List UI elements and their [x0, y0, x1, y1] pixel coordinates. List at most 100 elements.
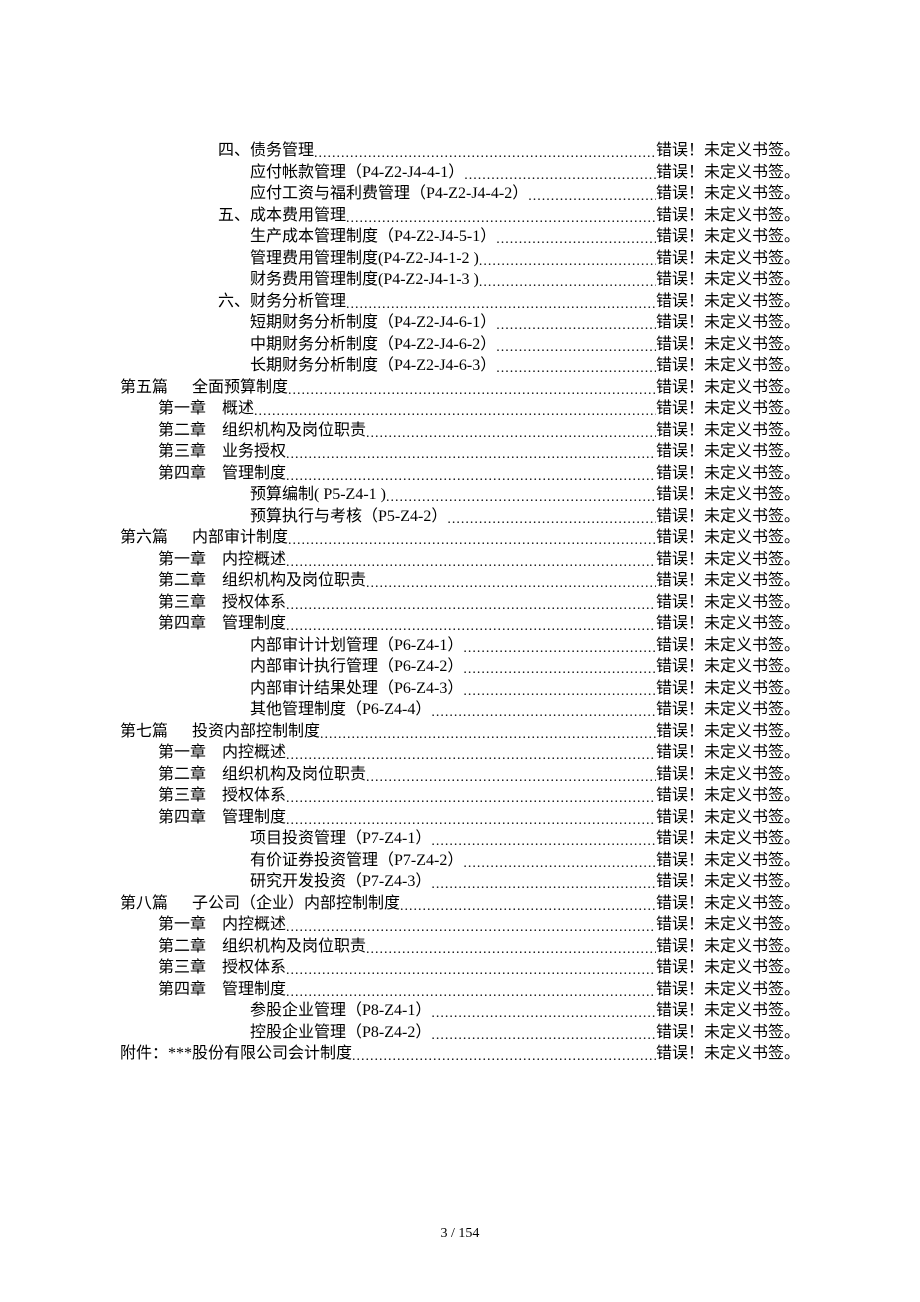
toc-entry-label: 六、 — [218, 291, 250, 313]
toc-entry: 其他管理制度（P6-Z4-4）错误！未定义书签。 — [120, 699, 800, 721]
toc-bookmark-text: 未定义书签。 — [704, 635, 800, 657]
toc-error-text: 错误！ — [656, 140, 704, 162]
toc-error-text: 错误！ — [656, 699, 704, 721]
toc-leader-dots — [286, 810, 656, 832]
toc-entry-label: 第六篇 — [120, 527, 192, 549]
toc-leader-dots — [288, 380, 656, 402]
toc-entry-title: 财务费用管理制度(P4-Z2-J4-1-3 ) — [250, 269, 479, 291]
toc-entry-title: 授权体系 — [222, 957, 286, 979]
toc-entry-label: 第三章 — [158, 785, 222, 807]
toc-bookmark-text: 未定义书签。 — [704, 742, 800, 764]
toc-bookmark-text: 未定义书签。 — [704, 226, 800, 248]
toc-leader-dots — [463, 659, 656, 681]
toc-entry-title: 组织机构及岗位职责 — [222, 936, 366, 958]
toc-error-text: 错误！ — [656, 570, 704, 592]
toc-error-text: 错误！ — [656, 334, 704, 356]
toc-error-text: 错误！ — [656, 269, 704, 291]
toc-leader-dots — [496, 358, 656, 380]
toc-error-text: 错误！ — [656, 463, 704, 485]
toc-entry-label: 第二章 — [158, 936, 222, 958]
toc-bookmark-text: 未定义书签。 — [704, 1043, 800, 1065]
toc-error-text: 错误！ — [656, 291, 704, 313]
toc-entry-title: 全面预算制度 — [192, 377, 288, 399]
toc-bookmark-text: 未定义书签。 — [704, 678, 800, 700]
toc-bookmark-text: 未定义书签。 — [704, 183, 800, 205]
toc-leader-dots — [479, 251, 656, 273]
toc-leader-dots — [431, 1003, 656, 1025]
toc-error-text: 错误！ — [656, 914, 704, 936]
toc-entry: 第四章 管理制度错误！未定义书签。 — [120, 463, 800, 485]
toc-entry: 短期财务分析制度（P4-Z2-J4-6-1）错误！未定义书签。 — [120, 312, 800, 334]
toc-entry-title: 内部审计计划管理（P6-Z4-1） — [250, 635, 463, 657]
toc-bookmark-text: 未定义书签。 — [704, 785, 800, 807]
toc-error-text: 错误！ — [656, 785, 704, 807]
toc-entry: 第五篇 全面预算制度错误！未定义书签。 — [120, 377, 800, 399]
toc-bookmark-text: 未定义书签。 — [704, 893, 800, 915]
toc-entry-title: 管理制度 — [222, 463, 286, 485]
toc-entry-label: 第一章 — [158, 742, 222, 764]
toc-entry-title: 预算执行与考核（P5-Z4-2） — [250, 506, 447, 528]
toc-entry: 项目投资管理（P7-Z4-1）错误！未定义书签。 — [120, 828, 800, 850]
toc-leader-dots — [286, 595, 656, 617]
toc-entry-label: 第四章 — [158, 807, 222, 829]
toc-leader-dots — [352, 1046, 656, 1068]
toc-entry-title: 内控概述 — [222, 914, 286, 936]
toc-error-text: 错误！ — [656, 979, 704, 1001]
toc-error-text: 错误！ — [656, 850, 704, 872]
toc-bookmark-text: 未定义书签。 — [704, 527, 800, 549]
toc-error-text: 错误！ — [656, 1043, 704, 1065]
toc-entry: 预算执行与考核（P5-Z4-2）错误！未定义书签。 — [120, 506, 800, 528]
toc-leader-dots — [528, 186, 656, 208]
toc-entry: 应付工资与福利费管理（P4-Z2-J4-4-2）错误！未定义书签。 — [120, 183, 800, 205]
toc-entry-label: 第五篇 — [120, 377, 192, 399]
toc-bookmark-text: 未定义书签。 — [704, 570, 800, 592]
toc-leader-dots — [286, 960, 656, 982]
toc-entry-title: 生产成本管理制度（P4-Z2-J4-5-1） — [250, 226, 496, 248]
toc-entry-title: 授权体系 — [222, 785, 286, 807]
toc-entry: 财务费用管理制度(P4-Z2-J4-1-3 )错误！未定义书签。 — [120, 269, 800, 291]
toc-entry: 第一章 内控概述错误！未定义书签。 — [120, 914, 800, 936]
toc-leader-dots — [496, 337, 656, 359]
toc-entry-title: 组织机构及岗位职责 — [222, 764, 366, 786]
toc-leader-dots — [286, 982, 656, 1004]
toc-bookmark-text: 未定义书签。 — [704, 1022, 800, 1044]
toc-leader-dots — [366, 767, 656, 789]
toc-error-text: 错误！ — [656, 377, 704, 399]
toc-error-text: 错误！ — [656, 398, 704, 420]
toc-leader-dots — [496, 229, 656, 251]
toc-leader-dots — [464, 165, 656, 187]
toc-entry: 生产成本管理制度（P4-Z2-J4-5-1）错误！未定义书签。 — [120, 226, 800, 248]
toc-entry-title: 应付工资与福利费管理（P4-Z2-J4-4-2） — [250, 183, 528, 205]
toc-error-text: 错误！ — [656, 162, 704, 184]
toc-leader-dots — [314, 143, 656, 165]
toc-entry: 内部审计计划管理（P6-Z4-1）错误！未定义书签。 — [120, 635, 800, 657]
toc-leader-dots — [366, 939, 656, 961]
toc-entry: 第一章 内控概述错误！未定义书签。 — [120, 549, 800, 571]
toc-bookmark-text: 未定义书签。 — [704, 871, 800, 893]
toc-bookmark-text: 未定义书签。 — [704, 592, 800, 614]
toc-entry: 第二章 组织机构及岗位职责错误！未定义书签。 — [120, 764, 800, 786]
toc-entry-title: 长期财务分析制度（P4-Z2-J4-6-3） — [250, 355, 496, 377]
toc-error-text: 错误！ — [656, 807, 704, 829]
toc-entry-title: 管理制度 — [222, 613, 286, 635]
toc-leader-dots — [286, 616, 656, 638]
toc-entry-title: 内部审计结果处理（P6-Z4-3） — [250, 678, 463, 700]
toc-entry: 四、债务管理错误！未定义书签。 — [120, 140, 800, 162]
toc-entry-label: 第一章 — [158, 914, 222, 936]
toc-bookmark-text: 未定义书签。 — [704, 506, 800, 528]
toc-entry-title: 业务授权 — [222, 441, 286, 463]
toc-entry: 内部审计结果处理（P6-Z4-3）错误！未定义书签。 — [120, 678, 800, 700]
toc-entry-label: 第三章 — [158, 957, 222, 979]
toc-entry-label: 第二章 — [158, 570, 222, 592]
toc-leader-dots — [463, 681, 656, 703]
toc-bookmark-text: 未定义书签。 — [704, 764, 800, 786]
toc-entry-label: 第三章 — [158, 592, 222, 614]
toc-entry-label: 五、 — [218, 205, 250, 227]
toc-bookmark-text: 未定义书签。 — [704, 312, 800, 334]
toc-entry: 控股企业管理（P8-Z4-2）错误！未定义书签。 — [120, 1022, 800, 1044]
toc-leader-dots — [286, 552, 656, 574]
toc-entry: 第八篇 子公司（企业）内部控制制度错误！未定义书签。 — [120, 893, 800, 915]
toc-leader-dots — [286, 745, 656, 767]
toc-entry: 附件：***股份有限公司会计制度错误！未定义书签。 — [120, 1043, 800, 1065]
toc-entry: 第三章 授权体系 错误！未定义书签。 — [120, 785, 800, 807]
